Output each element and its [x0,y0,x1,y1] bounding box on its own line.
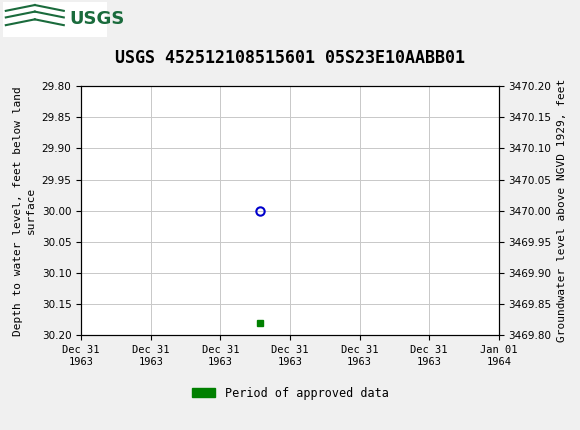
Legend: Period of approved data: Period of approved data [187,382,393,404]
Bar [3,2,107,37]
Text: USGS 452512108515601 05S23E10AABB01: USGS 452512108515601 05S23E10AABB01 [115,49,465,67]
Text: USGS: USGS [70,10,125,28]
Y-axis label: Groundwater level above NGVD 1929, feet: Groundwater level above NGVD 1929, feet [557,79,567,342]
Y-axis label: Depth to water level, feet below land
surface: Depth to water level, feet below land su… [13,86,36,335]
